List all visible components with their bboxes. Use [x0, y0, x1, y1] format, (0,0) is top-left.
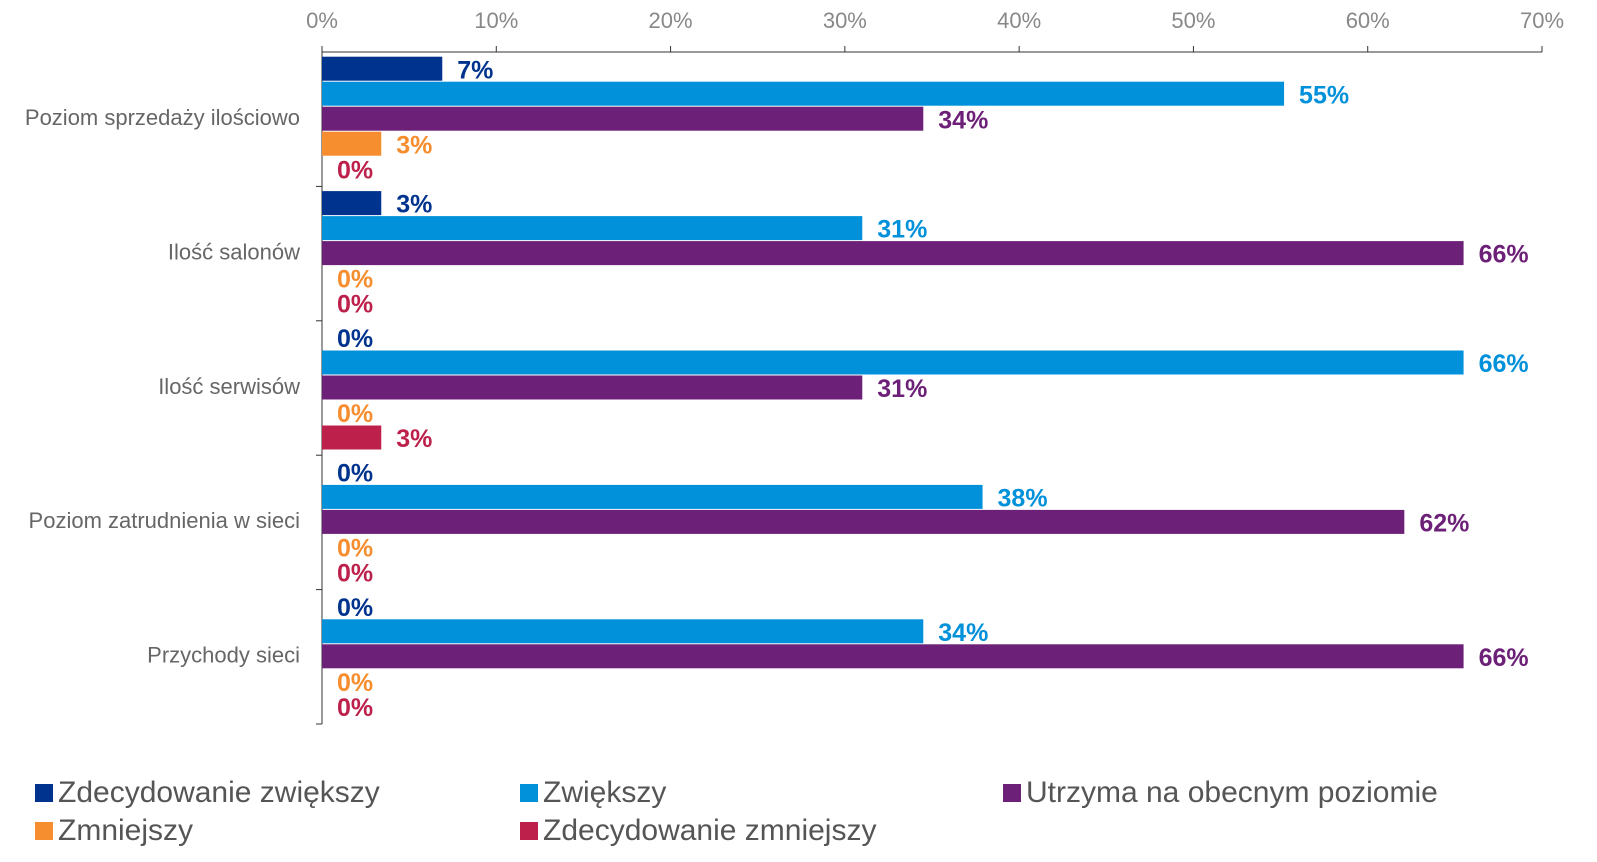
x-tick-label: 20%	[649, 8, 693, 33]
data-label: 34%	[938, 619, 988, 647]
data-label: 62%	[1419, 510, 1469, 538]
legend-label: Zmniejszy	[58, 814, 193, 847]
bar	[322, 56, 443, 81]
legend-swatch	[35, 822, 53, 840]
legend-label: Zdecydowanie zwiększy	[58, 776, 380, 809]
bar	[322, 241, 1464, 266]
x-tick-label: 50%	[1171, 8, 1215, 33]
y-tick-label: Ilość serwisów	[158, 374, 300, 399]
bar	[322, 425, 382, 450]
legend-label: Zdecydowanie zmniejszy	[543, 814, 876, 847]
data-label: 0%	[337, 291, 373, 319]
bar	[322, 191, 382, 216]
data-label: 0%	[337, 460, 373, 488]
data-label: 0%	[337, 669, 373, 697]
bar	[322, 350, 1464, 375]
data-label: 34%	[938, 106, 988, 134]
y-tick-label: Ilość salonów	[168, 239, 300, 264]
legend-swatch	[520, 784, 538, 802]
x-tick-label: 40%	[997, 8, 1041, 33]
data-label: 0%	[337, 594, 373, 622]
data-label: 3%	[396, 131, 432, 159]
bar	[322, 484, 983, 509]
bar	[322, 509, 1405, 534]
data-label: 0%	[337, 156, 373, 184]
data-label: 31%	[877, 216, 927, 244]
data-label: 55%	[1299, 81, 1349, 109]
data-label: 0%	[337, 560, 373, 588]
data-label: 3%	[396, 425, 432, 453]
x-tick-label: 0%	[306, 8, 338, 33]
data-label: 0%	[337, 694, 373, 722]
data-label: 66%	[1479, 241, 1529, 269]
data-label: 0%	[337, 325, 373, 353]
x-tick-label: 10%	[474, 8, 518, 33]
data-label: 38%	[998, 485, 1048, 513]
data-label: 66%	[1479, 644, 1529, 672]
data-label: 66%	[1479, 350, 1529, 378]
data-label: 0%	[337, 266, 373, 294]
legend-swatch	[35, 784, 53, 802]
bar	[322, 81, 1285, 106]
data-label: 0%	[337, 535, 373, 563]
y-tick-label: Poziom sprzedaży ilościowo	[25, 105, 300, 130]
legend-label: Utrzyma na obecnym poziomie	[1026, 776, 1438, 809]
x-tick-label: 70%	[1520, 8, 1564, 33]
bar	[322, 644, 1464, 669]
bar	[322, 106, 924, 131]
data-label: 3%	[396, 191, 432, 219]
bar	[322, 216, 863, 241]
x-tick-label: 30%	[823, 8, 867, 33]
legend-swatch	[1003, 784, 1021, 802]
legend-label: Zwiększy	[543, 776, 666, 809]
y-tick-label: Przychody sieci	[147, 643, 300, 668]
data-label: 7%	[457, 56, 493, 84]
y-tick-label: Poziom zatrudnienia w sieci	[29, 508, 300, 533]
bar	[322, 131, 382, 156]
bar	[322, 619, 924, 644]
legend-swatch	[520, 822, 538, 840]
bar	[322, 375, 863, 400]
data-label: 31%	[877, 375, 927, 403]
x-tick-label: 60%	[1346, 8, 1390, 33]
data-label: 0%	[337, 400, 373, 428]
